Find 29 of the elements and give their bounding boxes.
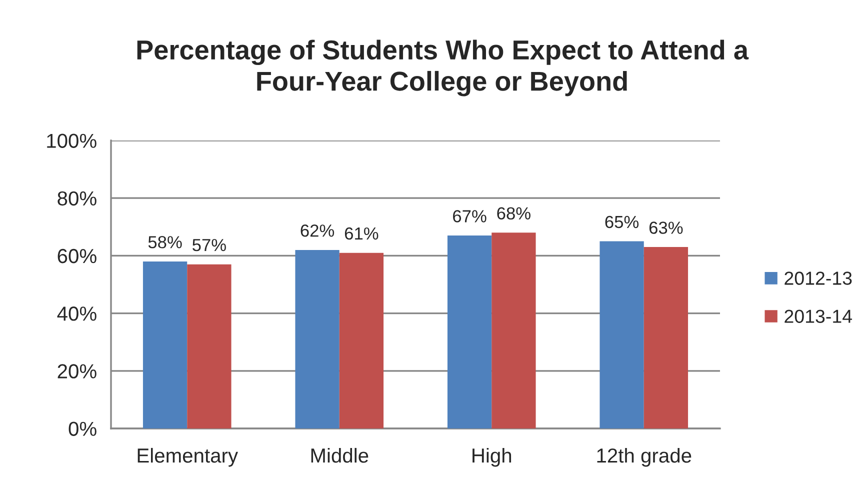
- bar: [142, 261, 188, 428]
- data-label: 58%: [148, 236, 182, 248]
- bar: [600, 241, 644, 428]
- data-label: 61%: [344, 227, 378, 240]
- data-label: 68%: [497, 207, 530, 220]
- legend-label: 2012-13: [784, 272, 852, 285]
- data-label: 57%: [192, 238, 226, 252]
- x-tick-label: Middle: [311, 448, 368, 463]
- y-tick-label: 40%: [57, 306, 96, 321]
- chart-title: Percentage of Students Who Expect to Attend a Four-Year College or Beyond: [137, 40, 749, 96]
- data-label: 63%: [649, 222, 683, 234]
- bar: [295, 250, 340, 428]
- bar: [644, 247, 688, 428]
- x-tick-label: 12th grade: [597, 448, 692, 467]
- data-label: 65%: [605, 216, 639, 228]
- legend-label: 2013-14: [784, 310, 852, 323]
- bar: [187, 264, 232, 428]
- y-tick-label: 20%: [58, 364, 96, 378]
- x-tick-label: High: [472, 448, 512, 467]
- data-label: 67%: [453, 210, 486, 222]
- bar: [339, 252, 384, 428]
- data-label: 62%: [300, 224, 334, 237]
- y-tick-label: 80%: [58, 191, 96, 206]
- bar: [447, 236, 492, 428]
- y-tick-label: 0%: [68, 422, 96, 436]
- y-tick-label: 100%: [47, 134, 96, 148]
- x-tick-label: Elementary: [138, 448, 238, 467]
- y-tick-label: 60%: [58, 248, 96, 264]
- bar: [492, 232, 536, 428]
